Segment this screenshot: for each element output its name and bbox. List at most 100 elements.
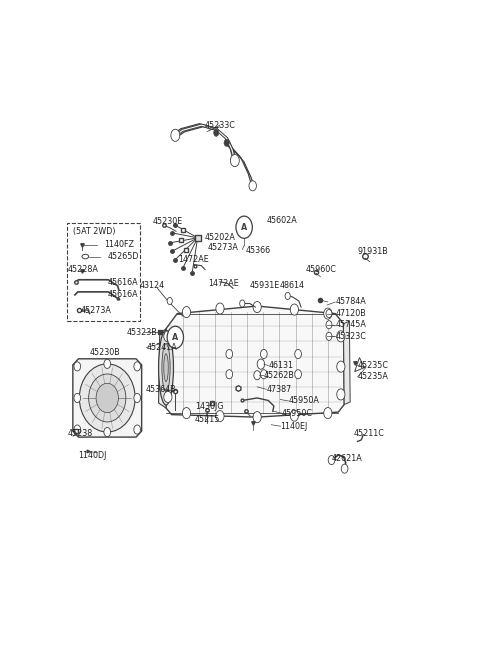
Text: 45235A: 45235A — [358, 372, 388, 381]
Circle shape — [182, 306, 191, 318]
Circle shape — [134, 362, 141, 371]
Ellipse shape — [162, 344, 170, 392]
Text: 45233C: 45233C — [205, 121, 236, 130]
Circle shape — [236, 216, 252, 238]
Text: 1472AE: 1472AE — [208, 279, 239, 288]
Text: 45960C: 45960C — [305, 264, 336, 274]
Text: 1472AE: 1472AE — [178, 255, 209, 264]
Circle shape — [74, 425, 81, 434]
Circle shape — [230, 154, 240, 167]
Circle shape — [295, 370, 301, 379]
Circle shape — [134, 425, 141, 434]
Circle shape — [253, 302, 261, 313]
Ellipse shape — [79, 364, 135, 432]
Bar — [67, 222, 140, 321]
Text: 45616A: 45616A — [108, 290, 138, 299]
Circle shape — [326, 321, 332, 329]
Text: 45262B: 45262B — [264, 371, 295, 380]
Ellipse shape — [158, 330, 173, 405]
Circle shape — [341, 464, 348, 473]
Text: 43124: 43124 — [140, 281, 165, 291]
Circle shape — [337, 389, 345, 400]
Text: 45745A: 45745A — [335, 320, 366, 329]
Text: 45616A: 45616A — [108, 277, 138, 287]
Circle shape — [240, 300, 245, 307]
Text: 48614: 48614 — [279, 281, 304, 291]
Circle shape — [74, 362, 81, 371]
Circle shape — [164, 331, 172, 342]
Circle shape — [290, 304, 299, 315]
Circle shape — [226, 370, 233, 379]
Text: (5AT 2WD): (5AT 2WD) — [73, 227, 116, 236]
Text: 45602A: 45602A — [266, 216, 297, 224]
Circle shape — [254, 371, 261, 380]
Text: 45323B: 45323B — [126, 328, 157, 337]
Polygon shape — [166, 306, 344, 417]
Circle shape — [328, 455, 335, 464]
Circle shape — [167, 326, 183, 348]
Circle shape — [295, 350, 301, 359]
Text: 45230B: 45230B — [90, 348, 120, 357]
Text: 45202A: 45202A — [205, 234, 236, 242]
Ellipse shape — [96, 383, 119, 413]
Circle shape — [324, 308, 332, 319]
Circle shape — [226, 350, 233, 359]
Circle shape — [182, 407, 191, 419]
Circle shape — [171, 129, 180, 141]
Text: 1430JG: 1430JG — [195, 401, 223, 411]
Circle shape — [134, 394, 141, 403]
Text: 45784A: 45784A — [335, 297, 366, 306]
Circle shape — [216, 303, 224, 314]
Text: A: A — [241, 223, 247, 232]
Polygon shape — [158, 329, 166, 408]
Circle shape — [74, 394, 81, 403]
Polygon shape — [344, 321, 350, 405]
Text: 47387: 47387 — [266, 385, 292, 394]
Circle shape — [337, 331, 345, 342]
Circle shape — [249, 181, 256, 191]
Text: 45273A: 45273A — [81, 306, 111, 315]
Text: 45230E: 45230E — [152, 216, 182, 226]
Text: 45273A: 45273A — [208, 243, 239, 252]
Text: 91931B: 91931B — [358, 247, 388, 256]
Circle shape — [326, 310, 332, 318]
Circle shape — [104, 428, 110, 437]
Circle shape — [324, 407, 332, 419]
Text: 45238: 45238 — [67, 429, 93, 438]
Ellipse shape — [164, 354, 168, 382]
Ellipse shape — [89, 374, 126, 422]
Circle shape — [261, 350, 267, 359]
Text: 1140DJ: 1140DJ — [79, 451, 107, 460]
Polygon shape — [73, 359, 142, 437]
Text: 1140FZ: 1140FZ — [105, 240, 134, 249]
Text: A: A — [172, 333, 179, 342]
Text: 45241A: 45241A — [146, 343, 177, 352]
Text: 45211C: 45211C — [354, 429, 385, 438]
Circle shape — [214, 129, 219, 136]
Text: 47120B: 47120B — [335, 309, 366, 318]
Text: 46131: 46131 — [268, 361, 293, 370]
Text: 45366: 45366 — [246, 246, 271, 255]
Circle shape — [337, 361, 345, 372]
Text: 45950A: 45950A — [288, 396, 319, 405]
Circle shape — [224, 139, 229, 146]
Circle shape — [164, 392, 172, 403]
Circle shape — [216, 411, 224, 422]
Text: 45950C: 45950C — [281, 409, 312, 418]
Circle shape — [104, 359, 110, 369]
Text: 45323C: 45323C — [335, 332, 366, 341]
Text: 45235C: 45235C — [358, 361, 389, 370]
Circle shape — [326, 333, 332, 340]
Circle shape — [261, 370, 267, 379]
Circle shape — [167, 297, 172, 304]
Circle shape — [285, 293, 290, 299]
Text: 1140EJ: 1140EJ — [281, 422, 308, 431]
Text: 45364B: 45364B — [145, 385, 176, 394]
Text: 45931E: 45931E — [250, 281, 280, 291]
Text: 42621A: 42621A — [332, 454, 362, 463]
Text: 45265D: 45265D — [108, 252, 139, 261]
Circle shape — [253, 411, 261, 422]
Circle shape — [290, 410, 299, 421]
Circle shape — [257, 359, 264, 369]
Text: 45215: 45215 — [195, 415, 220, 424]
